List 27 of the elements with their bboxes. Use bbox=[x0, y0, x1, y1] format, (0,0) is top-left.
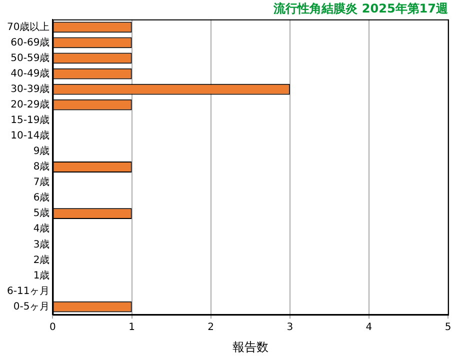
x-tick-label: 2 bbox=[208, 322, 214, 334]
x-tick-label: 0 bbox=[50, 322, 56, 334]
x-axis-title: 報告数 bbox=[232, 340, 268, 354]
y-tick-label: 6歳 bbox=[33, 192, 50, 204]
y-tick-label: 2歳 bbox=[33, 254, 50, 266]
y-tick-label: 8歳 bbox=[33, 160, 50, 173]
y-tick-label: 30-39歳 bbox=[10, 82, 50, 95]
y-tick-label: 50-59歳 bbox=[10, 52, 50, 64]
y-tick-label: 5歳 bbox=[33, 207, 50, 220]
y-tick-label: 9歳 bbox=[33, 145, 50, 158]
y-tick-label: 6-11ヶ月 bbox=[7, 286, 50, 297]
y-tick-label: 3歳 bbox=[33, 238, 50, 250]
x-tick-label: 4 bbox=[366, 322, 372, 334]
y-tick-label: 7歳 bbox=[33, 176, 50, 188]
y-tick-label: 40-49歳 bbox=[10, 67, 50, 80]
x-tick-label: 1 bbox=[128, 322, 135, 334]
x-tick-label: 3 bbox=[286, 322, 294, 334]
y-tick-label: 1歳 bbox=[33, 269, 50, 282]
y-tick-label: 15-19歳 bbox=[10, 114, 50, 126]
chart-title: 流行性角結膜炎 2025年第17週 bbox=[272, 1, 449, 16]
y-tick-label: 20-29歳 bbox=[10, 98, 50, 110]
y-tick-label: 10-14歳 bbox=[10, 130, 50, 142]
y-tick-label: 4歳 bbox=[33, 222, 50, 235]
x-tick-label: 5 bbox=[444, 322, 452, 334]
y-tick-label: 70歳以上 bbox=[6, 20, 50, 33]
y-tick-label: 60-69歳 bbox=[10, 36, 50, 48]
y-tick-label: 0-5ヶ月 bbox=[13, 301, 50, 312]
